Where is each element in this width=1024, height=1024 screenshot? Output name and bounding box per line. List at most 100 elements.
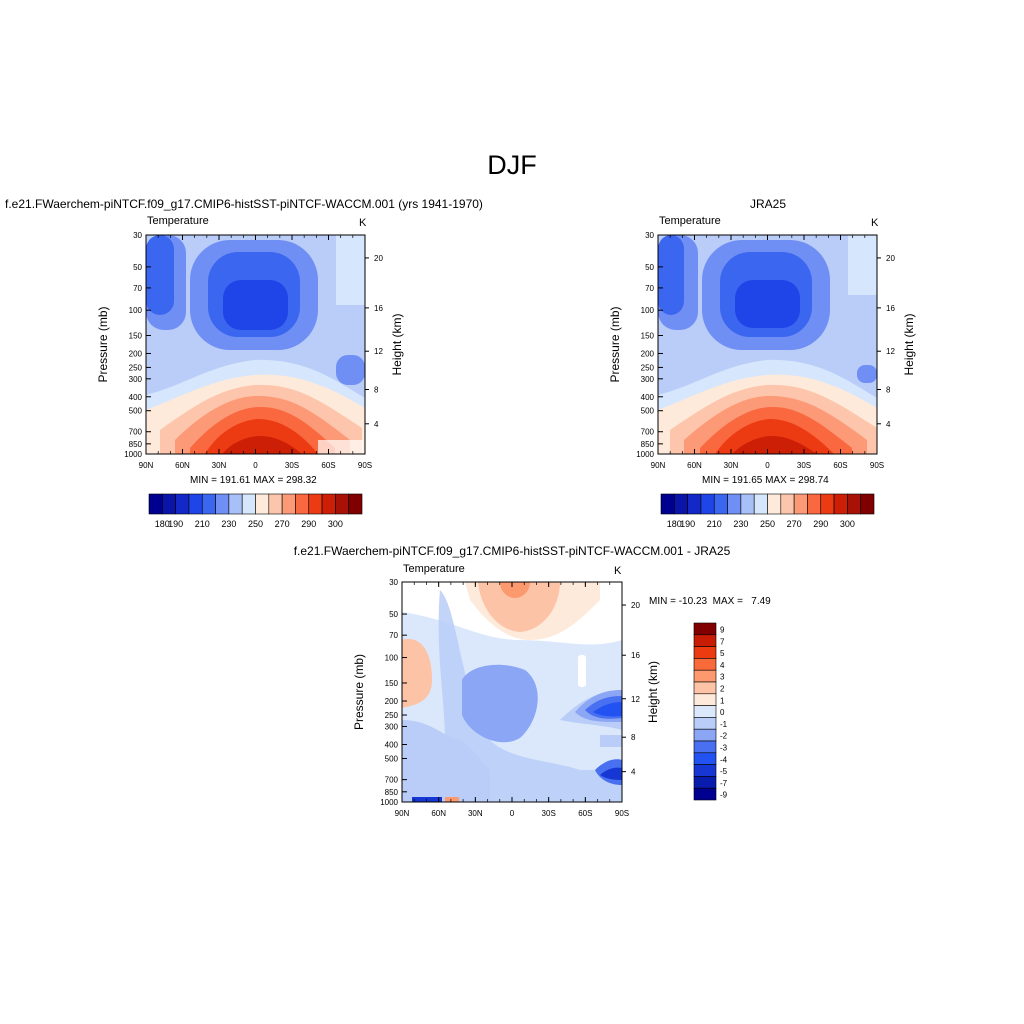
obs-variable-label: Temperature — [659, 215, 721, 227]
diff-colorbar-label: -7 — [720, 779, 728, 788]
diff-axes: 3050701001502002503004005007008501000481… — [352, 578, 660, 818]
diff-ytick-label: 700 — [385, 776, 399, 785]
diff-colorbar-box — [693, 705, 717, 718]
diff-colorbar-label: -1 — [720, 720, 728, 729]
diff-colorbar-box — [693, 669, 717, 683]
diff-colorbar-label: 5 — [720, 649, 725, 658]
obs-ytick-label: 300 — [641, 375, 655, 384]
model-ytick-label: 400 — [129, 393, 143, 402]
model-colorbar-box — [201, 493, 216, 515]
model-ylabel: Pressure (mb) — [96, 306, 110, 382]
obs-panel-title: JRA25 — [750, 197, 787, 211]
model-colorbar-box — [162, 493, 176, 515]
diff-colorbar-box — [693, 776, 717, 789]
diff-y2tick-label: 4 — [631, 768, 636, 777]
diff-colorbar: 9 7 5 4 3 2 1 0 -1 -2 -3 -4 -5 -7 -9 — [693, 622, 728, 801]
diff-ytick-label: 100 — [385, 654, 399, 663]
model-units-label: K — [359, 217, 367, 229]
diff-ytick-label: 150 — [385, 679, 399, 688]
model-xtick-label: 30S — [285, 461, 299, 470]
obs-colorbar-label: 270 — [787, 519, 802, 529]
obs-ytick-label: 400 — [641, 393, 655, 402]
obs-y2tick-label: 20 — [886, 254, 895, 263]
diff-colorbar-label: 4 — [720, 661, 725, 670]
obs-y2tick-label: 16 — [886, 304, 895, 313]
diff-colorbar-label: 2 — [720, 684, 725, 693]
model-colorbar-box — [295, 493, 310, 515]
model-xtick-label: 30N — [212, 461, 227, 470]
obs-colorbar-label: 180 — [667, 519, 682, 529]
diff-colorbar-label: -2 — [720, 732, 728, 741]
obs-ytick-label: 500 — [641, 407, 655, 416]
model-colorbar-box — [321, 493, 336, 515]
obs-y2tick-label: 8 — [886, 386, 891, 395]
obs-colorbar-label: 250 — [760, 519, 775, 529]
diff-y2tick-label: 16 — [631, 651, 640, 660]
model-colorbar-label: 180 — [155, 519, 170, 529]
model-xtick-label: 60S — [321, 461, 335, 470]
obs-ytick-label: 30 — [645, 231, 654, 240]
obs-colorbar-label: 190 — [680, 519, 695, 529]
obs-ytick-label: 150 — [641, 332, 655, 341]
obs-contour-field — [658, 235, 877, 454]
obs-ylabel: Pressure (mb) — [608, 306, 622, 382]
obs-ytick-label: 700 — [641, 428, 655, 437]
model-ytick-label: 30 — [133, 231, 142, 240]
model-colorbar-label: 210 — [195, 519, 210, 529]
model-ytick-label: 700 — [129, 428, 143, 437]
obs-xtick-label: 30S — [797, 461, 811, 470]
diff-ytick-label: 250 — [385, 711, 399, 720]
obs-xtick-label: 30N — [724, 461, 739, 470]
obs-y2label: Height (km) — [902, 313, 916, 375]
model-y2tick-label: 16 — [374, 304, 383, 313]
diff-colorbar-label: 3 — [720, 673, 725, 682]
diff-xtick-label: 90N — [395, 809, 410, 818]
diff-colorbar-box — [693, 693, 717, 706]
obs-xtick-label: 90N — [651, 461, 666, 470]
diff-ytick-label: 70 — [389, 631, 398, 640]
model-y2tick-label: 8 — [374, 386, 379, 395]
obs-ytick-label: 250 — [641, 363, 655, 372]
diff-colorbar-label: 0 — [720, 708, 725, 717]
diff-xtick-label: 30N — [468, 809, 483, 818]
model-ytick-label: 1000 — [124, 450, 142, 459]
model-axes: 3050701001502002503004005007008501000481… — [96, 231, 404, 470]
model-colorbar-label: 250 — [248, 519, 263, 529]
diff-colorbar-label: 7 — [720, 637, 725, 646]
model-ytick-label: 500 — [129, 407, 143, 416]
model-colorbar-box — [348, 493, 363, 515]
model-colorbar-box — [241, 493, 256, 515]
obs-colorbar-label: 300 — [840, 519, 855, 529]
model-ytick-label: 250 — [129, 363, 143, 372]
model-minmax: MIN = 191.61 MAX = 298.32 — [190, 475, 317, 486]
obs-colorbar-box — [740, 493, 755, 515]
obs-ytick-label: 1000 — [636, 450, 654, 459]
model-xtick-label: 0 — [253, 461, 258, 470]
model-y2tick-label: 20 — [374, 254, 383, 263]
obs-colorbar-box — [753, 493, 768, 515]
diff-y2tick-label: 12 — [631, 695, 640, 704]
diff-colorbar-box — [693, 728, 717, 742]
diff-colorbar-label: 9 — [720, 625, 725, 634]
obs-colorbar-box — [820, 493, 835, 515]
diff-ytick-label: 200 — [385, 697, 399, 706]
diff-ytick-label: 30 — [389, 578, 398, 587]
diff-panel-title: f.e21.FWaerchem-piNTCF.f09_g17.CMIP6-his… — [293, 544, 731, 558]
diff-colorbar-box — [693, 787, 717, 801]
obs-colorbar-box — [833, 493, 848, 515]
model-ytick-label: 200 — [129, 349, 143, 358]
obs-colorbar-box — [807, 493, 822, 515]
model-y2label: Height (km) — [390, 313, 404, 375]
model-colorbar-label: 270 — [275, 519, 290, 529]
diff-colorbar-box — [693, 646, 717, 659]
obs-xtick-label: 60S — [833, 461, 847, 470]
diff-xtick-label: 0 — [510, 809, 515, 818]
figure-title: DJF — [487, 150, 537, 180]
diff-xtick-label: 90S — [615, 809, 629, 818]
obs-xtick-label: 90S — [870, 461, 884, 470]
obs-xtick-label: 60N — [687, 461, 702, 470]
model-colorbar-box — [175, 493, 190, 515]
obs-colorbar-label: 230 — [733, 519, 748, 529]
